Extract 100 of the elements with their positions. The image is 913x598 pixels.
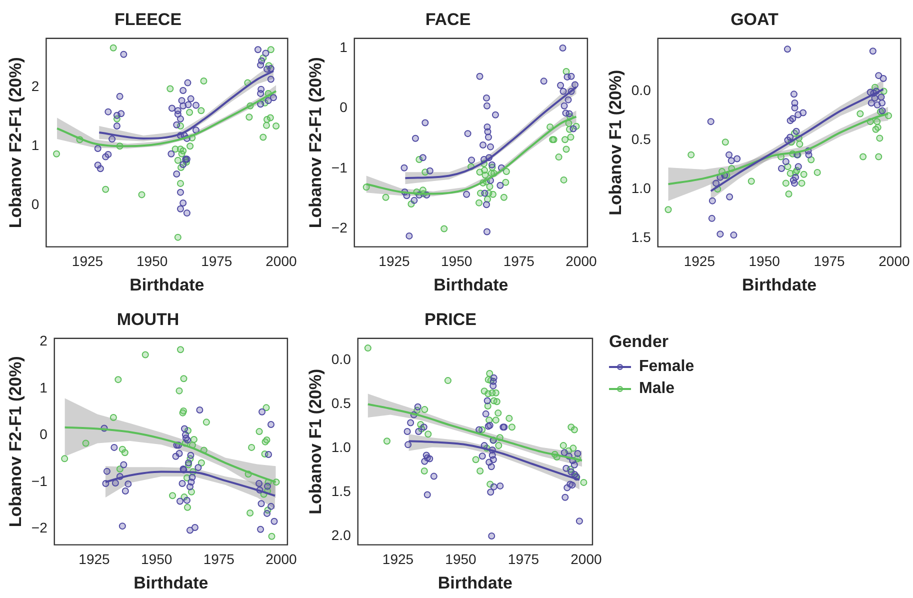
x-tick-label: 1975 [814, 253, 846, 270]
point [268, 532, 276, 540]
point [113, 122, 120, 130]
point [708, 197, 716, 204]
point [258, 500, 265, 508]
point [178, 480, 186, 487]
point [364, 344, 372, 352]
point [490, 374, 498, 382]
point [192, 126, 200, 134]
point [472, 456, 480, 464]
y-tick-label: 2 [40, 332, 48, 349]
point [180, 161, 187, 168]
x-tick-label: 1950 [136, 253, 168, 270]
point [257, 100, 264, 108]
point [412, 134, 419, 142]
point [256, 480, 263, 487]
point [414, 403, 422, 410]
point [800, 170, 808, 178]
point [688, 151, 695, 158]
point [166, 85, 174, 92]
point [463, 190, 470, 198]
x-tick-label: 2000 [878, 253, 910, 270]
point [560, 442, 567, 450]
point [871, 94, 878, 102]
point [568, 72, 575, 80]
point [492, 416, 500, 424]
point [874, 118, 881, 126]
y-tick-label: 0.0 [331, 351, 352, 368]
point [508, 424, 516, 431]
point [186, 142, 194, 150]
point [173, 170, 180, 178]
point [800, 109, 807, 116]
chart-title: MOUTH [116, 310, 180, 329]
point [415, 428, 422, 435]
point [464, 130, 472, 138]
point [265, 450, 272, 458]
point [407, 419, 414, 426]
point [256, 428, 263, 436]
y-axis-title: Lobanov F2-F1 (20%) [6, 356, 25, 528]
point [878, 94, 885, 101]
point [482, 201, 490, 208]
point [177, 346, 184, 354]
point [108, 136, 116, 143]
x-tick-label: 1975 [203, 551, 235, 568]
point [478, 452, 486, 460]
point [492, 111, 499, 118]
x-tick-label: 2000 [566, 253, 597, 270]
point [570, 426, 578, 434]
point [495, 442, 502, 450]
point [576, 518, 583, 525]
point [482, 94, 490, 102]
point [248, 444, 256, 451]
point [728, 157, 735, 164]
point [430, 472, 438, 480]
point [196, 406, 204, 414]
y-tick-label: 1.0 [631, 180, 652, 196]
point [567, 134, 574, 141]
y-tick-label: 0 [340, 99, 348, 116]
point [186, 108, 194, 116]
point [187, 452, 194, 459]
point [730, 232, 738, 239]
point [424, 430, 432, 438]
point [440, 225, 448, 232]
point [94, 145, 102, 152]
point [566, 110, 573, 118]
point [110, 44, 117, 52]
point [481, 190, 488, 197]
point [246, 114, 253, 121]
point [500, 194, 508, 201]
point [483, 102, 490, 110]
point [488, 161, 496, 168]
point [102, 186, 110, 193]
point [104, 150, 112, 158]
point [122, 487, 129, 494]
point [796, 140, 804, 148]
x-axis-title: Birthdate [438, 573, 512, 592]
point [468, 156, 476, 164]
point [798, 180, 806, 187]
point [562, 146, 570, 153]
point [486, 143, 494, 150]
point [748, 178, 755, 185]
point [174, 156, 182, 164]
point [716, 230, 724, 238]
point [574, 450, 582, 457]
x-tick-label: 1950 [440, 253, 472, 270]
point [110, 444, 118, 451]
point [479, 142, 486, 149]
x-tick-label: 2000 [570, 551, 602, 568]
point [200, 78, 208, 85]
point [188, 488, 195, 496]
point [168, 150, 175, 158]
y-tick-label: 2.0 [331, 526, 352, 543]
point [96, 165, 104, 172]
point [258, 408, 266, 416]
point [183, 496, 190, 504]
point [267, 46, 274, 54]
point [488, 532, 496, 540]
point [540, 78, 548, 85]
point [404, 441, 412, 448]
point [110, 414, 117, 421]
